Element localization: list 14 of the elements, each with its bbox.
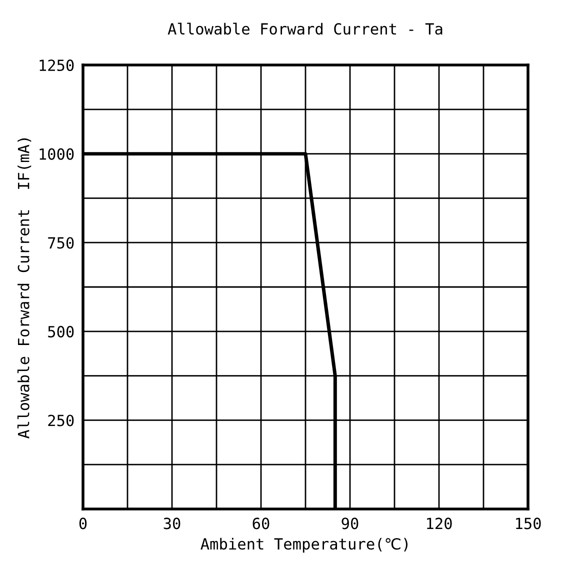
- y-tick-label: 1000: [40, 148, 74, 160]
- chart-title: Allowable Forward Current - Ta: [168, 22, 442, 35]
- y-tick-label: 1250: [40, 60, 74, 72]
- x-tick-label: 150: [516, 518, 541, 530]
- x-tick-label: 60: [252, 518, 270, 530]
- y-tick-label: 250: [48, 414, 74, 426]
- x-tick-label: 90: [342, 518, 358, 530]
- y-tick-label: 750: [48, 237, 74, 249]
- y-axis-title: Allowable Forward Current IF(mA): [17, 138, 32, 438]
- x-tick-label: 30: [164, 518, 180, 530]
- x-axis-title: Ambient Temperature(℃): [200, 538, 408, 553]
- y-tick-label: 500: [48, 326, 74, 338]
- x-tick-label: 120: [427, 518, 452, 530]
- x-tick-label: 0: [79, 518, 87, 530]
